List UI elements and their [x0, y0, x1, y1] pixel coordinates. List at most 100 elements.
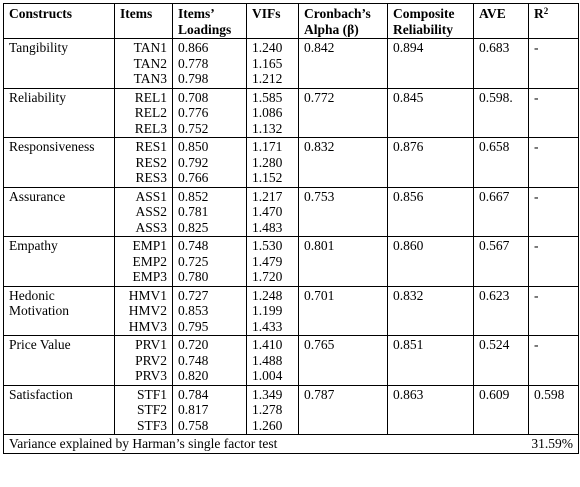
vifs-cell: 1.530 1.479 1.720	[246, 236, 299, 287]
loadings-cell-value: 0.727	[178, 287, 209, 303]
items-cell-value: EMP2	[132, 253, 167, 269]
loadings-cell-value: 0.866	[178, 40, 209, 55]
items-cell-value: STF2	[136, 402, 167, 417]
alpha-cell: 0.772	[298, 87, 388, 138]
ave-cell: 0.658	[473, 137, 529, 188]
table-row: Assurance ASS1 ASS2 ASS3 0.852 0.781 0.825 1.21…	[3, 186, 579, 237]
loadings-cell: 0.708 0.776 0.752	[172, 87, 247, 138]
items-cell-value: ASS2	[135, 204, 167, 219]
loadings-cell: 0.866 0.778 0.798	[172, 38, 247, 89]
vifs-cell: 1.240 1.165 1.212	[246, 38, 299, 89]
vifs-cell-value: 1.248	[252, 287, 283, 303]
items-cell: STF1 STF2 STF3	[114, 384, 173, 435]
table-row: Price Value PRV1 PRV2 PRV3 0.720 0.748 0.820 1.…	[3, 335, 579, 386]
vifs-cell-value: 1.349	[252, 386, 283, 402]
vifs-cell-value: 1.086	[252, 105, 283, 120]
loadings-cell: 0.852 0.781 0.825	[172, 186, 247, 237]
composite-reliability-cell: 0.860	[387, 236, 474, 287]
table-row: Satisfaction STF1 STF2 STF3 0.784 0.817 0.758 1…	[3, 384, 579, 435]
construct-cell: Price Value	[3, 335, 115, 386]
items-cell: TAN1 TAN2 TAN3	[114, 38, 173, 89]
construct-cell: Satisfaction	[3, 384, 115, 435]
construct-cell: Empathy	[3, 236, 115, 287]
items-cell-value: TAN3	[133, 71, 167, 86]
loadings-cell-value: 0.758	[178, 417, 209, 433]
r-squared-cell: -	[528, 236, 579, 287]
vifs-cell-value: 1.171	[252, 139, 283, 154]
items-cell-value: STF1	[136, 386, 167, 402]
items-cell-value: REL2	[134, 105, 167, 120]
r-squared-cell: -	[528, 137, 579, 188]
r2-superscript: 2	[543, 6, 549, 16]
loadings-cell-value: 0.795	[178, 318, 209, 334]
r-squared-cell: -	[528, 38, 579, 89]
vifs-cell: 1.349 1.278 1.260	[246, 384, 299, 435]
alpha-cell: 0.765	[298, 335, 388, 386]
loadings-cell-value: 0.725	[178, 253, 209, 269]
composite-reliability-cell: 0.845	[387, 87, 474, 138]
ave-cell: 0.567	[473, 236, 529, 287]
construct-cell: Tangibility	[3, 38, 115, 89]
loadings-cell-value: 0.781	[178, 204, 209, 219]
construct-cell: Reliability	[3, 87, 115, 138]
loadings-cell-value: 0.708	[178, 89, 209, 105]
header-ave: AVE	[473, 3, 529, 39]
loadings-cell: 0.720 0.748 0.820	[172, 335, 247, 386]
vifs-cell-value: 1.217	[252, 188, 283, 204]
vifs-cell-value: 1.720	[252, 269, 283, 284]
items-cell-value: HMV1	[128, 287, 167, 303]
alpha-cell: 0.787	[298, 384, 388, 435]
vifs-cell-value: 1.240	[252, 40, 283, 55]
vifs-cell-value: 1.483	[252, 219, 283, 235]
vifs-cell: 1.171 1.280 1.152	[246, 137, 299, 188]
loadings-cell-value: 0.820	[178, 368, 209, 383]
alpha-cell: 0.832	[298, 137, 388, 188]
ave-cell: 0.667	[473, 186, 529, 237]
composite-reliability-cell: 0.863	[387, 384, 474, 435]
r-squared-cell: -	[528, 87, 579, 138]
loadings-cell: 0.727 0.853 0.795	[172, 285, 247, 336]
items-cell-value: TAN1	[133, 40, 167, 55]
loadings-cell-value: 0.798	[178, 71, 209, 86]
table-body: Tangibility TAN1 TAN2 TAN3 0.866 0.778 0.798 1.…	[3, 38, 579, 435]
header-cronbach-alpha: Cronbach’s Alpha (β)	[298, 3, 388, 39]
footer-label: Variance explained by Harman’s single fa…	[9, 436, 278, 451]
items-cell: RES1 RES2 RES3	[114, 137, 173, 188]
items-cell-value: EMP1	[132, 238, 167, 253]
r-squared-cell: -	[528, 186, 579, 237]
footer-value: 31.59%	[531, 436, 573, 451]
ave-cell: 0.598.	[473, 87, 529, 138]
ave-cell: 0.683	[473, 38, 529, 89]
table-container: Constructs Items Items’ Loadings VIFs Cr…	[3, 3, 579, 454]
items-cell-value: STF3	[136, 417, 167, 433]
items-cell: EMP1 EMP2 EMP3	[114, 236, 173, 287]
vifs-cell-value: 1.199	[252, 303, 283, 318]
vifs-cell-value: 1.004	[252, 368, 283, 383]
items-cell: HMV1 HMV2 HMV3	[114, 285, 173, 336]
vifs-cell-value: 1.165	[252, 55, 283, 71]
vifs-cell: 1.248 1.199 1.433	[246, 285, 299, 336]
items-cell-value: ASS1	[135, 188, 167, 204]
vifs-cell: 1.217 1.470 1.483	[246, 186, 299, 237]
vifs-cell-value: 1.260	[252, 417, 283, 433]
header-constructs: Constructs	[3, 3, 115, 39]
ave-cell: 0.623	[473, 285, 529, 336]
table-row: Reliability REL1 REL2 REL3 0.708 0.776 0.752 1.…	[3, 87, 579, 138]
composite-reliability-cell: 0.856	[387, 186, 474, 237]
table-row: Hedonic Motivation HMV1 HMV2 HMV3 0.727 0.853…	[3, 285, 579, 336]
alpha-cell: 0.701	[298, 285, 388, 336]
header-loadings: Items’ Loadings	[172, 3, 247, 39]
items-cell: PRV1 PRV2 PRV3	[114, 335, 173, 386]
header-r-squared: R2	[528, 3, 579, 39]
vifs-cell: 1.410 1.488 1.004	[246, 335, 299, 386]
vifs-cell-value: 1.280	[252, 154, 283, 170]
reliability-validity-table: Constructs Items Items’ Loadings VIFs Cr…	[3, 3, 579, 454]
items-cell-value: ASS3	[135, 219, 167, 235]
vifs-cell: 1.585 1.086 1.132	[246, 87, 299, 138]
r-squared-cell: 0.598	[528, 384, 579, 435]
loadings-cell-value: 0.817	[178, 402, 209, 417]
r-squared-cell: -	[528, 335, 579, 386]
vifs-cell-value: 1.278	[252, 402, 283, 417]
vifs-cell-value: 1.488	[252, 352, 283, 368]
vifs-cell-value: 1.585	[252, 89, 283, 105]
